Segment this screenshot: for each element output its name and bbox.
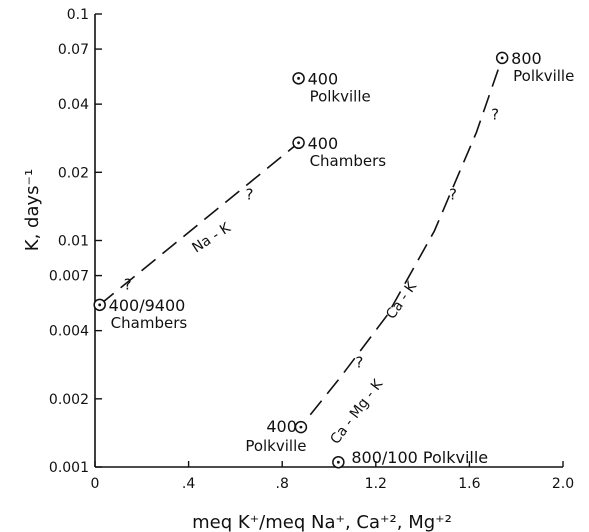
point-label: 800/100 Polkville xyxy=(351,448,488,467)
point-label: Polkville xyxy=(310,87,371,105)
question-mark: ? xyxy=(491,105,499,123)
y-tick-label: 0.007 xyxy=(49,269,89,285)
question-mark: ? xyxy=(449,185,457,203)
point-label: 800 xyxy=(511,49,542,68)
x-tick-label: 0 xyxy=(91,476,100,492)
points-layer: 400/9400Chambers400Chambers400Polkville4… xyxy=(93,49,574,469)
data-point-dot xyxy=(98,303,102,307)
x-tick-label: .8 xyxy=(276,476,289,492)
x-tick-label: 1.6 xyxy=(458,476,480,492)
x-tick-label: 1.2 xyxy=(365,476,387,492)
point-label: 400/9400 xyxy=(109,296,186,315)
data-point-dot xyxy=(500,56,504,60)
y-tick-label: 0.01 xyxy=(58,234,89,250)
series-line-ca-k xyxy=(309,57,503,416)
point-label: Polkville xyxy=(513,67,574,85)
labels-layer: Na - K Ca - K Ca - Mg - K xyxy=(189,220,420,448)
point-label: 400 xyxy=(308,69,339,88)
x-tick-label: .4 xyxy=(182,476,195,492)
curve-label-ca-mg-k: Ca - Mg - K xyxy=(327,376,386,447)
y-axis-title: K, days⁻¹ xyxy=(22,169,43,251)
point-label: Polkville xyxy=(245,437,306,455)
y-tick-label: 0.02 xyxy=(58,165,89,181)
point-label: 400 xyxy=(266,417,297,436)
point-label: 400 xyxy=(308,134,339,153)
series-layer: ????? xyxy=(99,57,503,416)
x-tick-label: 2.0 xyxy=(552,476,574,492)
question-mark: ? xyxy=(355,353,363,371)
question-mark: ? xyxy=(124,275,132,293)
data-point-dot xyxy=(336,460,340,464)
point-label: Chambers xyxy=(111,314,188,332)
series-line-na-k xyxy=(99,142,300,306)
curve-label-ca-k: Ca - K xyxy=(383,278,420,322)
x-axis-title: meq K⁺/meq Na⁺, Ca⁺², Mg⁺² xyxy=(192,512,452,532)
question-mark: ? xyxy=(245,185,253,203)
data-point-dot xyxy=(299,425,303,429)
data-point-dot xyxy=(297,141,300,145)
axes: 0 .4 .8 1.2 1.6 2.0 0.001 0.002 0.004 0.007 0.01 0.… xyxy=(49,7,574,492)
data-point-dot xyxy=(297,76,300,80)
title-layer: meq K⁺/meq Na⁺, Ca⁺², Mg⁺² K, days⁻¹ xyxy=(22,169,452,532)
y-tick-label: 0.004 xyxy=(49,324,89,340)
curve-label-na-k: Na - K xyxy=(189,220,234,257)
y-tick-label: 0.04 xyxy=(58,97,89,113)
point-label: Chambers xyxy=(310,152,387,170)
y-tick-label: 0.1 xyxy=(67,7,89,23)
y-tick-label: 0.07 xyxy=(58,42,89,58)
y-tick-label: 0.001 xyxy=(49,460,89,476)
y-tick-label: 0.002 xyxy=(49,392,89,408)
